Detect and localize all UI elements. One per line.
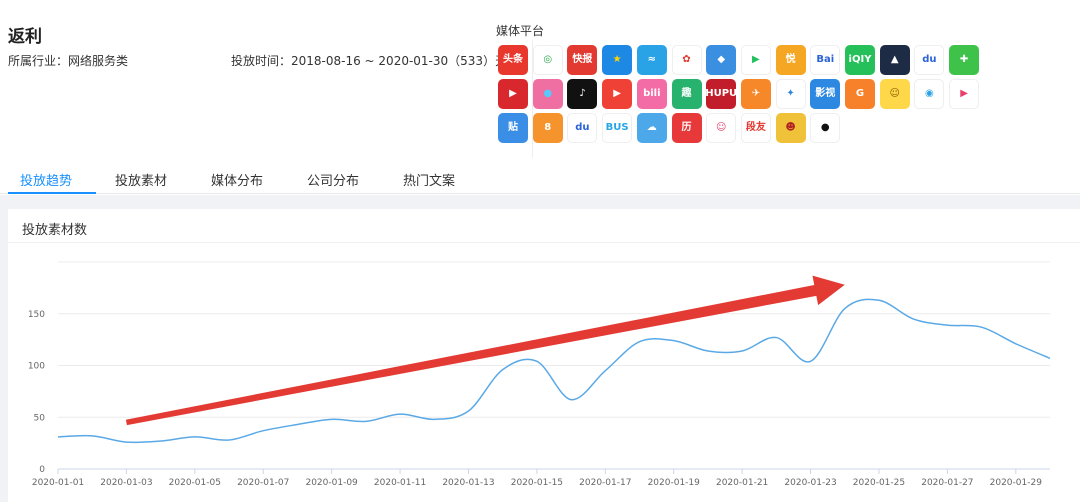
industry-text: 所属行业：网络服务类	[8, 54, 129, 68]
fenghuang-icon[interactable]: ✿	[671, 45, 702, 75]
hupu-icon[interactable]: HUPU	[706, 79, 737, 109]
duanyou-icon[interactable]: 段友	[740, 113, 771, 143]
media-divider	[532, 40, 533, 158]
video-play-icon[interactable]: ▶	[602, 79, 633, 109]
mountain-icon[interactable]: ▲	[879, 45, 910, 75]
ant-icon[interactable]: ✈	[740, 79, 771, 109]
tab-bar: 投放趋势 投放素材 媒体分布 公司分布 热门文案	[0, 158, 1080, 194]
record-icon[interactable]: ▶	[498, 79, 528, 109]
baidu-tieba-icon[interactable]: Bai	[810, 45, 841, 75]
qiyu-icon[interactable]: 8	[532, 113, 563, 143]
g-icon[interactable]: G	[845, 79, 875, 109]
chart-title-divider	[8, 242, 1080, 243]
tab-materials[interactable]: 投放素材	[115, 174, 168, 189]
tencent-video-icon[interactable]: ▶	[740, 45, 771, 75]
baidu-map-icon[interactable]: du	[567, 113, 598, 143]
tab-hot-copy[interactable]: 热门文案	[403, 174, 456, 189]
chart-title: 投放素材数	[22, 223, 88, 238]
bus-icon[interactable]: BUS	[602, 113, 633, 143]
toutiao-icon[interactable]: 头条	[498, 45, 528, 75]
circle-app-icon[interactable]: ◉	[914, 79, 945, 109]
yellow-pet-icon[interactable]: ☺	[879, 79, 910, 109]
kuaibao-icon[interactable]: 快报	[567, 45, 598, 75]
baidu-du-icon[interactable]: du	[914, 45, 945, 75]
header: 返利 所属行业：网络服务类 投放时间：2018-08-16 ~ 2020-01-…	[0, 0, 1080, 158]
active-tab-indicator	[8, 192, 96, 194]
douyin-icon[interactable]: ♪	[567, 79, 598, 109]
weather-icon[interactable]: ☁	[636, 113, 667, 143]
chart-panel	[8, 209, 1080, 502]
qq-penguin-icon[interactable]: ●	[810, 113, 841, 143]
tab-media-distribution[interactable]: 媒体分布	[211, 174, 264, 189]
period-text: 投放时间：2018-08-16 ~ 2020-01-30（533）天	[231, 54, 508, 68]
qq-browser-icon[interactable]: ◎	[532, 45, 563, 75]
face-app-icon[interactable]: ☺	[706, 113, 737, 143]
green-app-icon[interactable]: ✚	[949, 45, 980, 75]
media-platform-label: 媒体平台	[496, 24, 545, 38]
page-title: 返利	[8, 27, 42, 47]
tab-trend[interactable]: 投放趋势	[20, 174, 73, 189]
bird-icon[interactable]: ✦	[775, 79, 806, 109]
yingshi-daquan-icon[interactable]: 影视	[810, 79, 841, 109]
qu-icon[interactable]: 趣	[671, 79, 702, 109]
tieba-icon[interactable]: 贴	[498, 113, 528, 143]
bilibili-icon[interactable]: bili	[636, 79, 667, 109]
camera-icon[interactable]: ●	[532, 79, 563, 109]
tab-company-distribution[interactable]: 公司分布	[307, 174, 360, 189]
funny-face-icon[interactable]: ☻	[775, 113, 806, 143]
calendar-icon[interactable]: 历	[671, 113, 702, 143]
qq-weather-icon[interactable]: ≈	[636, 45, 667, 75]
triangle-play-icon[interactable]: ▶	[949, 79, 980, 109]
yue-icon[interactable]: 悦	[775, 45, 806, 75]
qq-kongjian-icon[interactable]: ★	[602, 45, 633, 75]
xunlei-icon[interactable]: ◆	[706, 45, 737, 75]
iqiyi-icon[interactable]: iQIY	[845, 45, 875, 75]
